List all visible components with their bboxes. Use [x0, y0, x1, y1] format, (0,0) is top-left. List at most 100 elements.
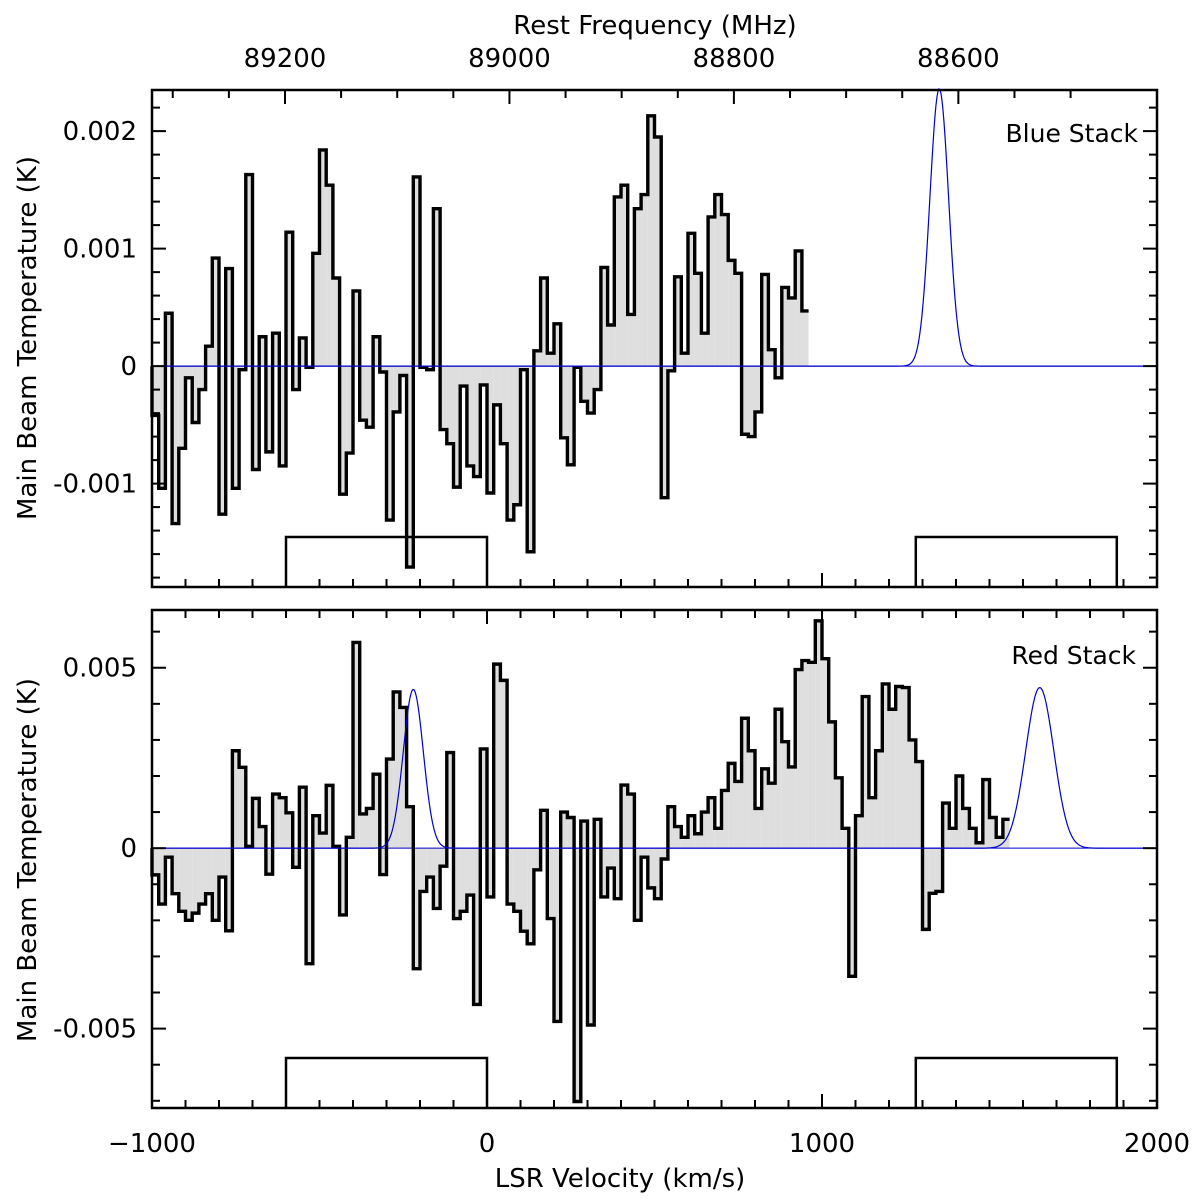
- red-bin-120: [956, 776, 963, 849]
- blue-bin-32: [366, 366, 374, 428]
- panel-red-stack: −1000 0 1000 2000 -0.005 0 0.005 Red Stack Mai…: [13, 608, 1190, 1159]
- red-bin-49: [480, 748, 487, 849]
- blue-bin-41: [426, 366, 434, 370]
- red-bin-119: [949, 828, 956, 849]
- blue-bin-87: [734, 273, 742, 367]
- red-bin-73: [641, 848, 648, 858]
- blue-bin-62: [567, 366, 575, 465]
- red-bin-90: [755, 808, 762, 849]
- freq-tick-label: 88800: [693, 44, 776, 74]
- red-bin-81: [694, 833, 702, 849]
- red-window-1: [914, 1056, 1119, 1108]
- red-bin-89: [748, 750, 755, 849]
- red-bin-126: [996, 837, 1003, 849]
- red-bin-74: [647, 848, 655, 888]
- top-axis-title: Rest Frequency (MHz): [513, 11, 796, 41]
- red-bin-45: [453, 848, 461, 919]
- blue-bin-2: [165, 313, 173, 367]
- red-bin-109: [882, 683, 889, 849]
- red-y-tick-label: 0: [120, 834, 137, 864]
- blue-bin-20: [286, 232, 293, 367]
- blue-bin-77: [667, 366, 675, 371]
- blue-bin-60: [554, 323, 561, 367]
- blue-bin-39: [413, 176, 420, 367]
- red-bin-108: [875, 750, 883, 849]
- red-bin-59: [547, 848, 554, 919]
- red-y-axis-title: Main Beam Temperature (K): [13, 678, 43, 1042]
- red-panel-label: Red Stack: [1011, 641, 1136, 670]
- blue-bin-86: [728, 260, 735, 367]
- red-bin-50: [487, 848, 494, 897]
- blue-bin-47: [466, 366, 474, 466]
- red-bin-84: [714, 828, 722, 849]
- x-tick-label: 1000: [789, 1129, 855, 1159]
- blue-bin-38: [406, 366, 414, 568]
- red-bin-55: [520, 848, 528, 932]
- red-bin-6: [192, 848, 199, 914]
- red-window-0: [284, 1056, 489, 1108]
- red-bin-22: [299, 787, 307, 849]
- blue-bin-15: [252, 366, 260, 470]
- red-bin-92: [768, 783, 776, 849]
- blue-y-tick-label: 0.001: [63, 235, 137, 265]
- red-bin-63: [574, 848, 581, 1102]
- blue-bin-0: [152, 366, 159, 416]
- red-bin-8: [205, 848, 213, 894]
- red-bin-52: [500, 680, 508, 849]
- red-bin-110: [889, 709, 896, 849]
- blue-bin-68: [607, 324, 615, 367]
- red-bin-31: [359, 813, 367, 849]
- red-bin-125: [989, 817, 997, 849]
- blue-line-windows: [284, 535, 1119, 587]
- blue-bin-75: [654, 137, 662, 367]
- blue-bin-25: [319, 149, 327, 367]
- red-bin-65: [587, 848, 595, 1025]
- red-bin-99: [815, 620, 822, 849]
- red-bin-71: [627, 794, 635, 849]
- red-bin-5: [185, 848, 193, 921]
- red-bin-36: [393, 691, 400, 849]
- freq-tick-label: 89200: [244, 44, 327, 74]
- freq-tick-label: 89000: [468, 44, 551, 74]
- blue-bin-59: [547, 353, 554, 367]
- red-bin-98: [808, 662, 816, 849]
- red-bin-101: [828, 721, 836, 849]
- red-bin-79: [681, 837, 688, 849]
- blue-bin-82: [701, 333, 709, 367]
- red-bin-103: [842, 828, 849, 849]
- red-bin-123: [976, 842, 983, 849]
- red-bin-35: [386, 759, 394, 849]
- red-bin-12: [232, 750, 240, 849]
- red-bin-69: [614, 848, 621, 899]
- red-bin-2: [165, 848, 173, 858]
- red-y-tick-label: -0.005: [53, 1015, 137, 1045]
- red-axes: −1000 0 1000 2000 -0.005 0 0.005: [53, 608, 1190, 1159]
- blue-bin-64: [580, 366, 588, 402]
- blue-bin-67: [600, 267, 608, 367]
- blue-bin-46: [460, 366, 467, 387]
- red-bin-124: [982, 779, 990, 849]
- blue-bin-96: [795, 250, 802, 367]
- blue-bin-72: [634, 208, 642, 367]
- blue-bin-57: [533, 350, 541, 367]
- blue-bin-28: [339, 366, 347, 495]
- red-histogram-outline: [150, 619, 1010, 1104]
- blue-window-0: [284, 535, 489, 587]
- blue-y-axis-title: Main Beam Temperature (K): [13, 156, 43, 520]
- blue-bin-49: [480, 366, 487, 385]
- blue-bin-29: [346, 366, 353, 454]
- red-bin-116: [929, 848, 936, 894]
- x-axis-title: LSR Velocity (km/s): [495, 1164, 746, 1194]
- red-bin-34: [379, 848, 387, 875]
- blue-bin-94: [781, 287, 789, 367]
- red-bin-40: [420, 848, 427, 892]
- red-bin-47: [466, 848, 474, 896]
- red-bin-61: [560, 812, 568, 849]
- blue-bin-79: [681, 353, 688, 367]
- red-bin-112: [902, 687, 910, 849]
- blue-bin-55: [520, 366, 528, 370]
- blue-bin-4: [178, 366, 186, 449]
- red-histogram-fill: [152, 620, 1010, 1102]
- blue-bin-83: [708, 216, 715, 367]
